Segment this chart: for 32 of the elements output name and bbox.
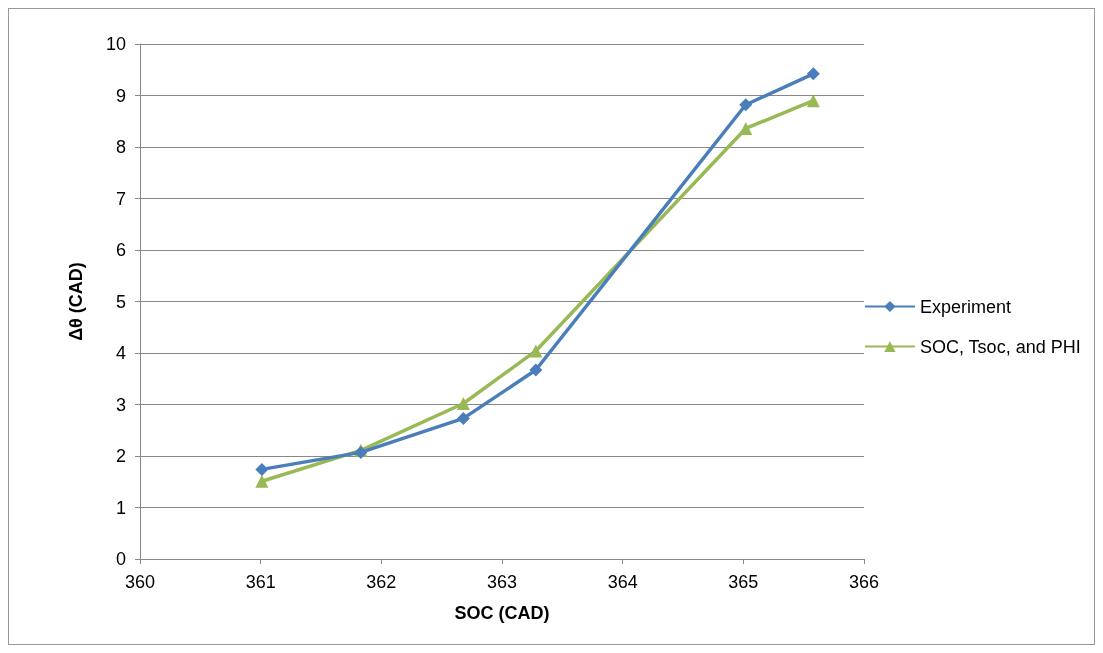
point bbox=[529, 344, 543, 358]
y-tick-label: 8 bbox=[115, 137, 126, 157]
y-tick-label: 1 bbox=[115, 497, 126, 518]
point bbox=[255, 462, 269, 476]
y-axis-title: Δθ (CAD) bbox=[66, 262, 86, 341]
x-tick-label: 361 bbox=[245, 572, 276, 592]
y-tick-label: 7 bbox=[115, 188, 126, 209]
x-axis-title: SOC (CAD) bbox=[454, 603, 550, 623]
x-tick-label: 366 bbox=[848, 572, 880, 592]
y-tick-label: 10 bbox=[105, 34, 126, 54]
point bbox=[739, 121, 753, 135]
y-tick-label: 9 bbox=[115, 85, 126, 106]
legend-label: SOC, Tsoc, and PHI bbox=[919, 336, 1081, 357]
y-tick-label: 5 bbox=[115, 291, 126, 312]
x-tick-label: 365 bbox=[728, 572, 759, 592]
point bbox=[739, 98, 753, 112]
y-tick-label: 4 bbox=[115, 343, 126, 363]
legend-label: Experiment bbox=[919, 296, 1011, 317]
y-tick-label: 0 bbox=[115, 549, 126, 569]
x-tick-label: 360 bbox=[124, 572, 156, 592]
x-tick-label: 364 bbox=[607, 572, 638, 592]
y-tick-label: 6 bbox=[115, 240, 126, 260]
x-tick-label: 362 bbox=[366, 572, 397, 592]
point bbox=[806, 67, 820, 81]
y-tick-label: 3 bbox=[115, 394, 126, 415]
point bbox=[456, 396, 470, 410]
point bbox=[806, 94, 820, 108]
point bbox=[255, 474, 269, 488]
y-tick-label: 2 bbox=[115, 446, 126, 466]
point bbox=[456, 411, 470, 425]
point bbox=[529, 363, 543, 377]
x-tick-label: 363 bbox=[486, 572, 518, 592]
